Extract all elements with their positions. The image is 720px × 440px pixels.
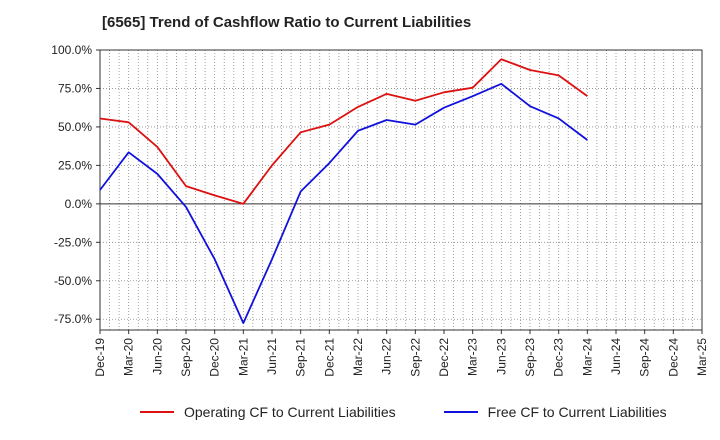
x-tick-label: Jun-23 — [494, 338, 508, 375]
legend-label-operating-cf: Operating CF to Current Liabilities — [184, 404, 396, 420]
x-tick-label: Dec-19 — [93, 338, 107, 377]
x-tick-label: Dec-24 — [666, 338, 680, 377]
legend: Operating CF to Current Liabilities Free… — [140, 404, 715, 420]
x-tick-label: Sep-21 — [294, 338, 308, 377]
x-tick-label: Mar-22 — [351, 338, 365, 376]
y-tick-label: 75.0% — [58, 81, 92, 95]
y-tick-label: 25.0% — [58, 158, 92, 172]
x-tick-label: Jun-24 — [609, 338, 623, 375]
x-tick-label: Mar-23 — [466, 338, 480, 376]
x-tick-label: Mar-24 — [580, 338, 594, 376]
series-line-0 — [99, 58, 588, 205]
plot-frame — [99, 49, 703, 331]
legend-item-operating-cf: Operating CF to Current Liabilities — [140, 404, 396, 420]
x-tick-label: Dec-21 — [322, 338, 336, 377]
y-tick-label: 50.0% — [58, 120, 92, 134]
legend-item-free-cf: Free CF to Current Liabilities — [443, 404, 667, 420]
legend-swatch-operating-cf — [140, 411, 174, 413]
y-tick-label: -75.0% — [54, 312, 92, 326]
chart-title: [6565] Trend of Cashflow Ratio to Curren… — [102, 14, 472, 31]
y-tick-label: -50.0% — [54, 274, 92, 288]
x-tick-label: Sep-23 — [523, 338, 537, 377]
x-tick-label: Dec-20 — [208, 338, 222, 377]
x-tick-label: Sep-24 — [638, 338, 652, 377]
legend-swatch-free-cf — [443, 411, 478, 413]
x-tick-label: Jun-21 — [265, 338, 279, 375]
legend-label-free-cf: Free CF to Current Liabilities — [487, 404, 667, 420]
x-tick-label: Dec-22 — [437, 338, 451, 377]
x-tick-label: Sep-20 — [179, 338, 193, 377]
series-line-1 — [99, 82, 588, 324]
x-tick-label: Mar-20 — [122, 338, 136, 376]
x-tick-label: Mar-25 — [695, 338, 709, 376]
x-tick-label: Dec-23 — [552, 338, 566, 377]
x-tick-label: Jun-20 — [150, 338, 164, 375]
y-tick-label: 100.0% — [51, 43, 92, 57]
x-tick-label: Sep-22 — [408, 338, 422, 377]
y-tick-label: 0.0% — [65, 197, 93, 211]
x-tick-label: Mar-21 — [236, 338, 250, 376]
y-tick-label: -25.0% — [54, 235, 92, 249]
x-tick-label: Jun-22 — [380, 338, 394, 375]
